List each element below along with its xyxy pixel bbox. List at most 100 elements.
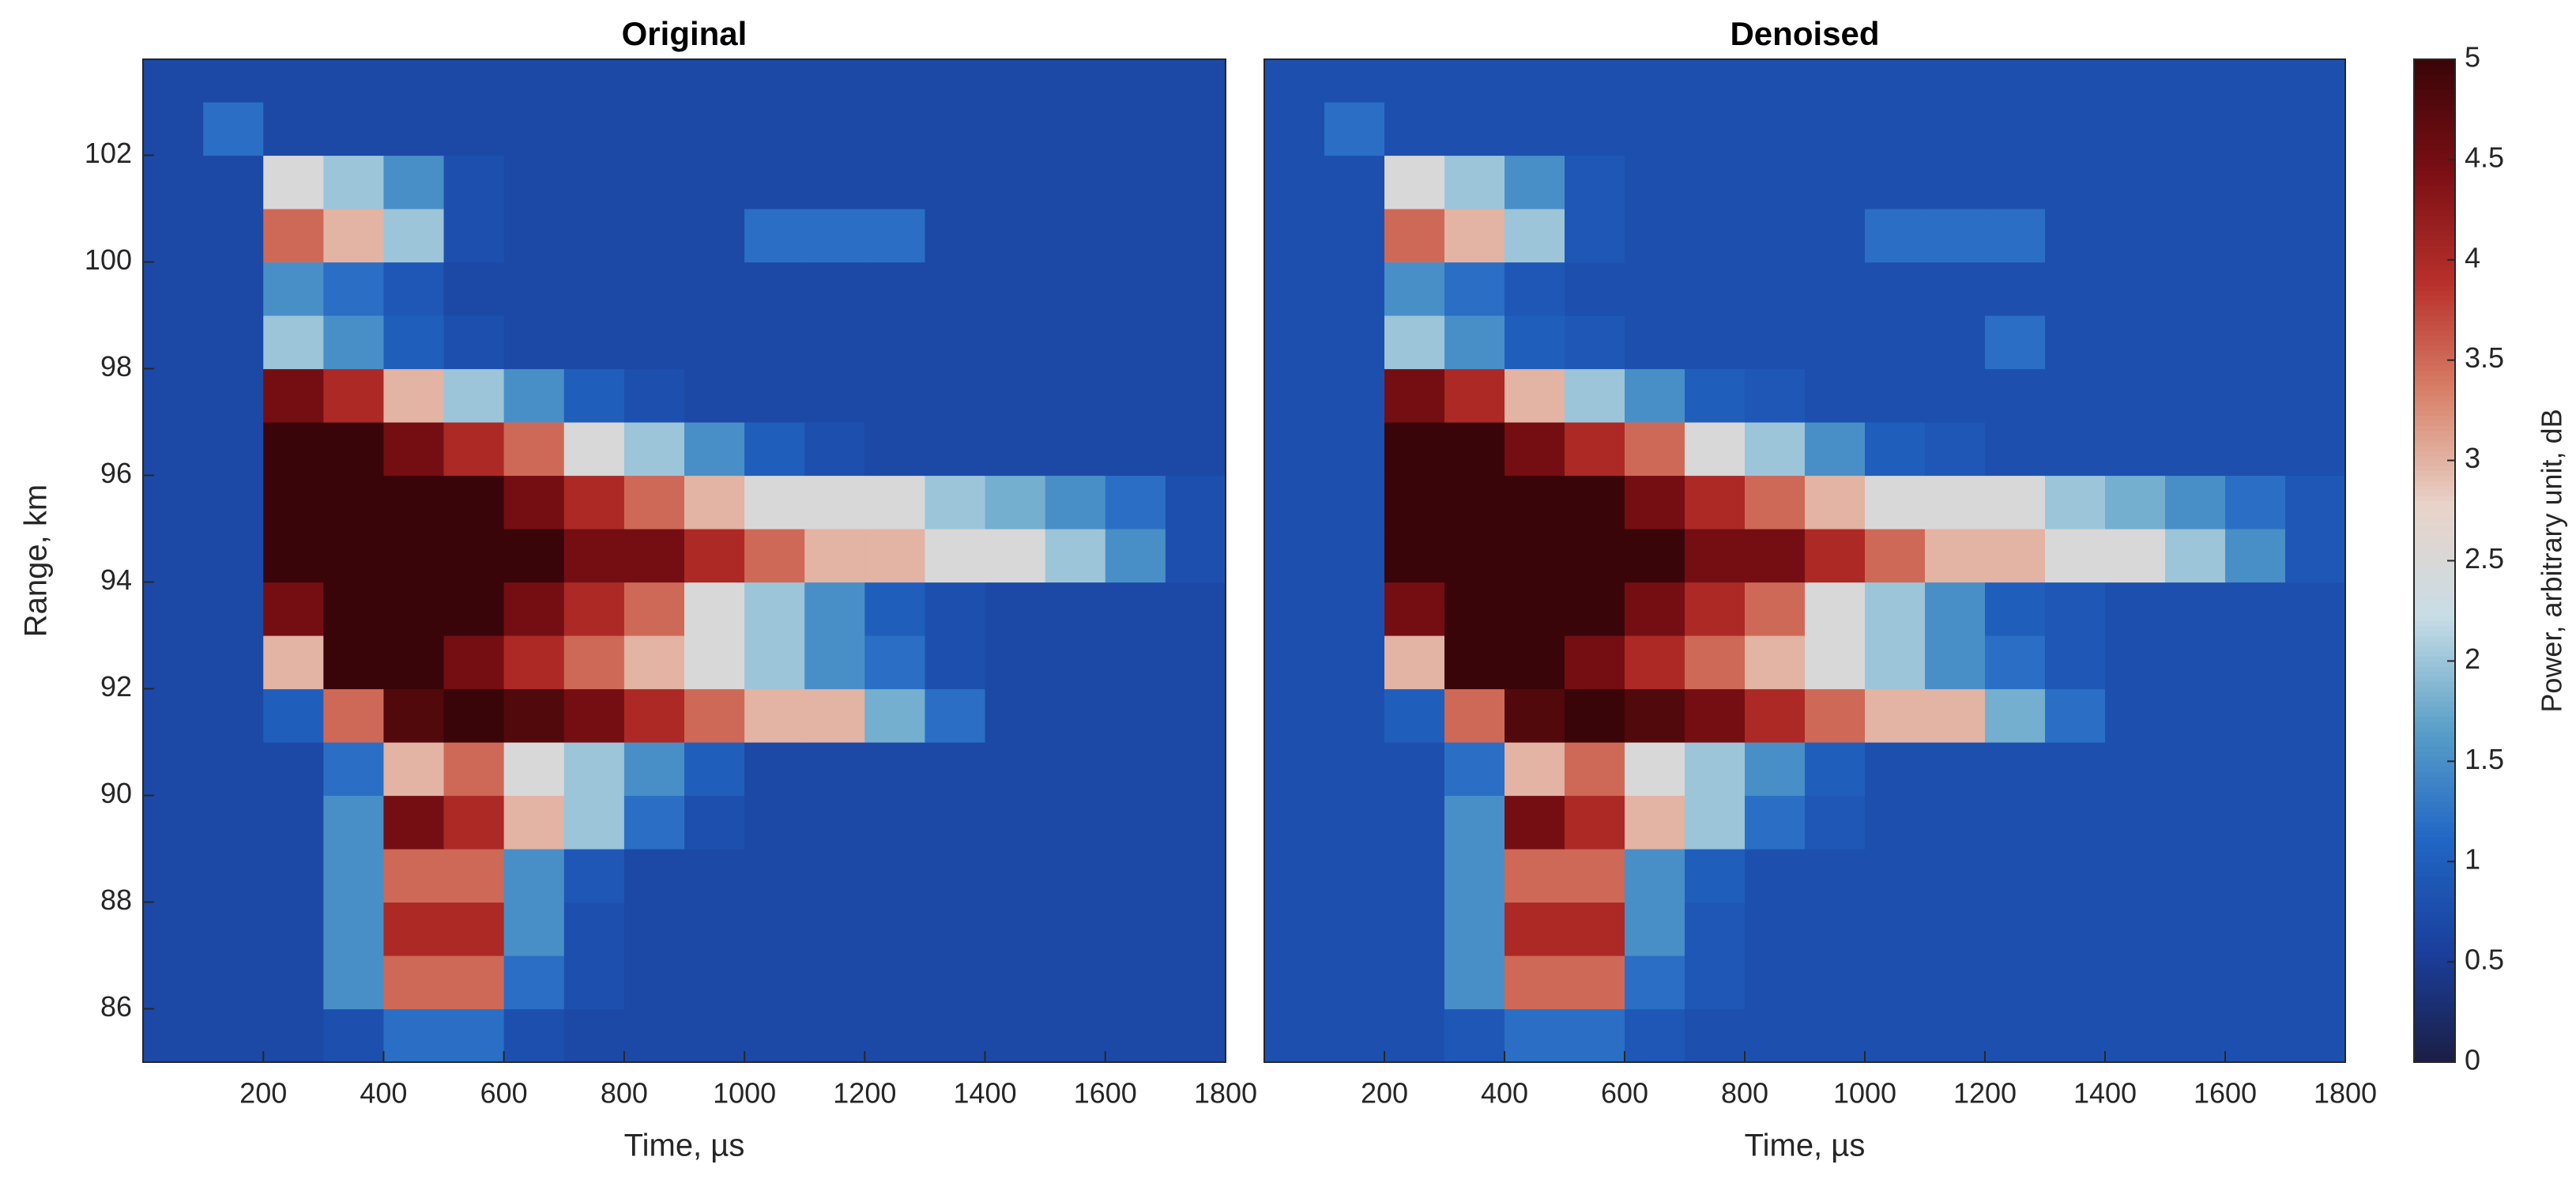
heatmap-cell: [1925, 902, 1986, 956]
heatmap-cell: [1505, 262, 1565, 316]
heatmap-cell: [203, 635, 264, 690]
heatmap-cell: [1805, 422, 1866, 477]
heatmap-cell: [1925, 315, 1986, 370]
colorbar-tick-label: 5: [2465, 41, 2480, 73]
heatmap-cell: [1985, 475, 2046, 529]
heatmap-cell: [1625, 529, 1685, 583]
heatmap-cell: [2225, 795, 2286, 850]
x-tick-label: 1800: [1194, 1077, 1257, 1110]
heatmap-cell: [563, 102, 625, 156]
heatmap-cell: [2105, 209, 2166, 263]
heatmap-cell: [804, 59, 865, 103]
colorbar-tick-label: 1: [2465, 843, 2480, 876]
heatmap-cell: [1324, 955, 1385, 1010]
heatmap-cell: [804, 155, 865, 209]
heatmap-cell: [684, 955, 745, 1010]
heatmap-cell: [323, 582, 385, 636]
heatmap-cell: [1805, 155, 1866, 209]
heatmap-cell: [1865, 529, 1926, 583]
y-axis-label: Range, km: [19, 484, 54, 637]
heatmap-cell: [623, 422, 685, 477]
heatmap-cell: [1625, 955, 1685, 1010]
heatmap-cell: [443, 849, 505, 903]
heatmap-cell: [925, 688, 986, 743]
heatmap-cell: [1565, 849, 1625, 903]
heatmap-cell: [203, 955, 264, 1010]
heatmap-cell: [203, 262, 264, 316]
heatmap-cell: [2105, 102, 2166, 156]
heatmap-cell: [203, 422, 264, 477]
heatmap-cell: [1985, 635, 2046, 690]
heatmap-cell: [263, 102, 324, 156]
heatmap-cell: [1165, 849, 1226, 903]
heatmap-cell: [744, 209, 805, 263]
heatmap-cell: [985, 1008, 1046, 1062]
heatmap-cell: [1384, 315, 1445, 370]
heatmap-cell: [2045, 902, 2106, 956]
heatmap-cell: [383, 262, 445, 316]
colorbar-tick-label: 4.5: [2465, 141, 2504, 173]
heatmap-cell: [1985, 529, 2046, 583]
heatmap-cell: [263, 688, 324, 743]
heatmap-cell: [563, 155, 625, 209]
heatmap-cell: [1384, 635, 1445, 690]
heatmap-cell: [323, 422, 385, 477]
heatmap-cell: [1685, 582, 1746, 636]
heatmap-cell: [1264, 529, 1325, 583]
heatmap-cell: [1625, 582, 1685, 636]
heatmap-cell: [1384, 688, 1445, 743]
heatmap-cell: [263, 368, 324, 423]
heatmap-cell: [1384, 529, 1445, 583]
heatmap-cell: [1324, 262, 1385, 316]
heatmap-cell: [1565, 315, 1625, 370]
heatmap-cell: [2165, 368, 2226, 423]
heatmap-cell: [1444, 902, 1505, 956]
heatmap-cell: [1985, 688, 2046, 743]
heatmap-cell: [263, 422, 324, 477]
heatmap-cell: [1165, 102, 1226, 156]
heatmap-cell: [2285, 262, 2345, 316]
colorbar-tick-label: 1.5: [2465, 743, 2504, 775]
heatmap-cell: [1324, 688, 1385, 743]
heatmap-cell: [143, 955, 204, 1010]
heatmap-cell: [443, 475, 505, 529]
heatmap-cell: [1685, 59, 1746, 103]
heatmap-cell: [1805, 795, 1866, 850]
heatmap-cell: [1324, 529, 1385, 583]
heatmap-cell: [1045, 102, 1106, 156]
heatmap-cell: [684, 582, 745, 636]
heatmap-cell: [1805, 635, 1866, 690]
heatmap-cell: [985, 742, 1046, 797]
heatmap-cell: [323, 902, 385, 956]
heatmap-cell: [1685, 635, 1746, 690]
heatmap-cell: [1745, 368, 1806, 423]
heatmap-cell: [1165, 635, 1226, 690]
heatmap-cell: [143, 209, 204, 263]
heatmap-cell: [1165, 475, 1226, 529]
heatmap-cell: [443, 315, 505, 370]
heatmap-cell: [1925, 795, 1986, 850]
heatmap-cell: [203, 529, 264, 583]
heatmap-cell: [985, 795, 1046, 850]
heatmap-cell: [143, 155, 204, 209]
y-tick-label: 86: [100, 990, 132, 1023]
heatmap-cell: [623, 59, 685, 103]
heatmap-cell: [684, 1008, 745, 1062]
heatmap-cell: [443, 635, 505, 690]
heatmap-cell: [323, 59, 385, 103]
heatmap-cell: [864, 209, 926, 263]
heatmap-cell: [1805, 475, 1866, 529]
heatmap-cell: [804, 262, 865, 316]
heatmap-cell: [1625, 849, 1685, 903]
heatmap-cell: [1745, 955, 1806, 1010]
heatmap-cell: [1565, 688, 1625, 743]
heatmap-cell: [2285, 422, 2345, 477]
heatmap-cell: [925, 155, 986, 209]
heatmap-cell: [1565, 102, 1625, 156]
heatmap-cell: [443, 1008, 505, 1062]
heatmap-cell: [263, 955, 324, 1010]
heatmap-cell: [1105, 849, 1166, 903]
heatmap-cell: [1444, 475, 1505, 529]
heatmap-cell: [1565, 795, 1625, 850]
heatmap-cell: [323, 955, 385, 1010]
